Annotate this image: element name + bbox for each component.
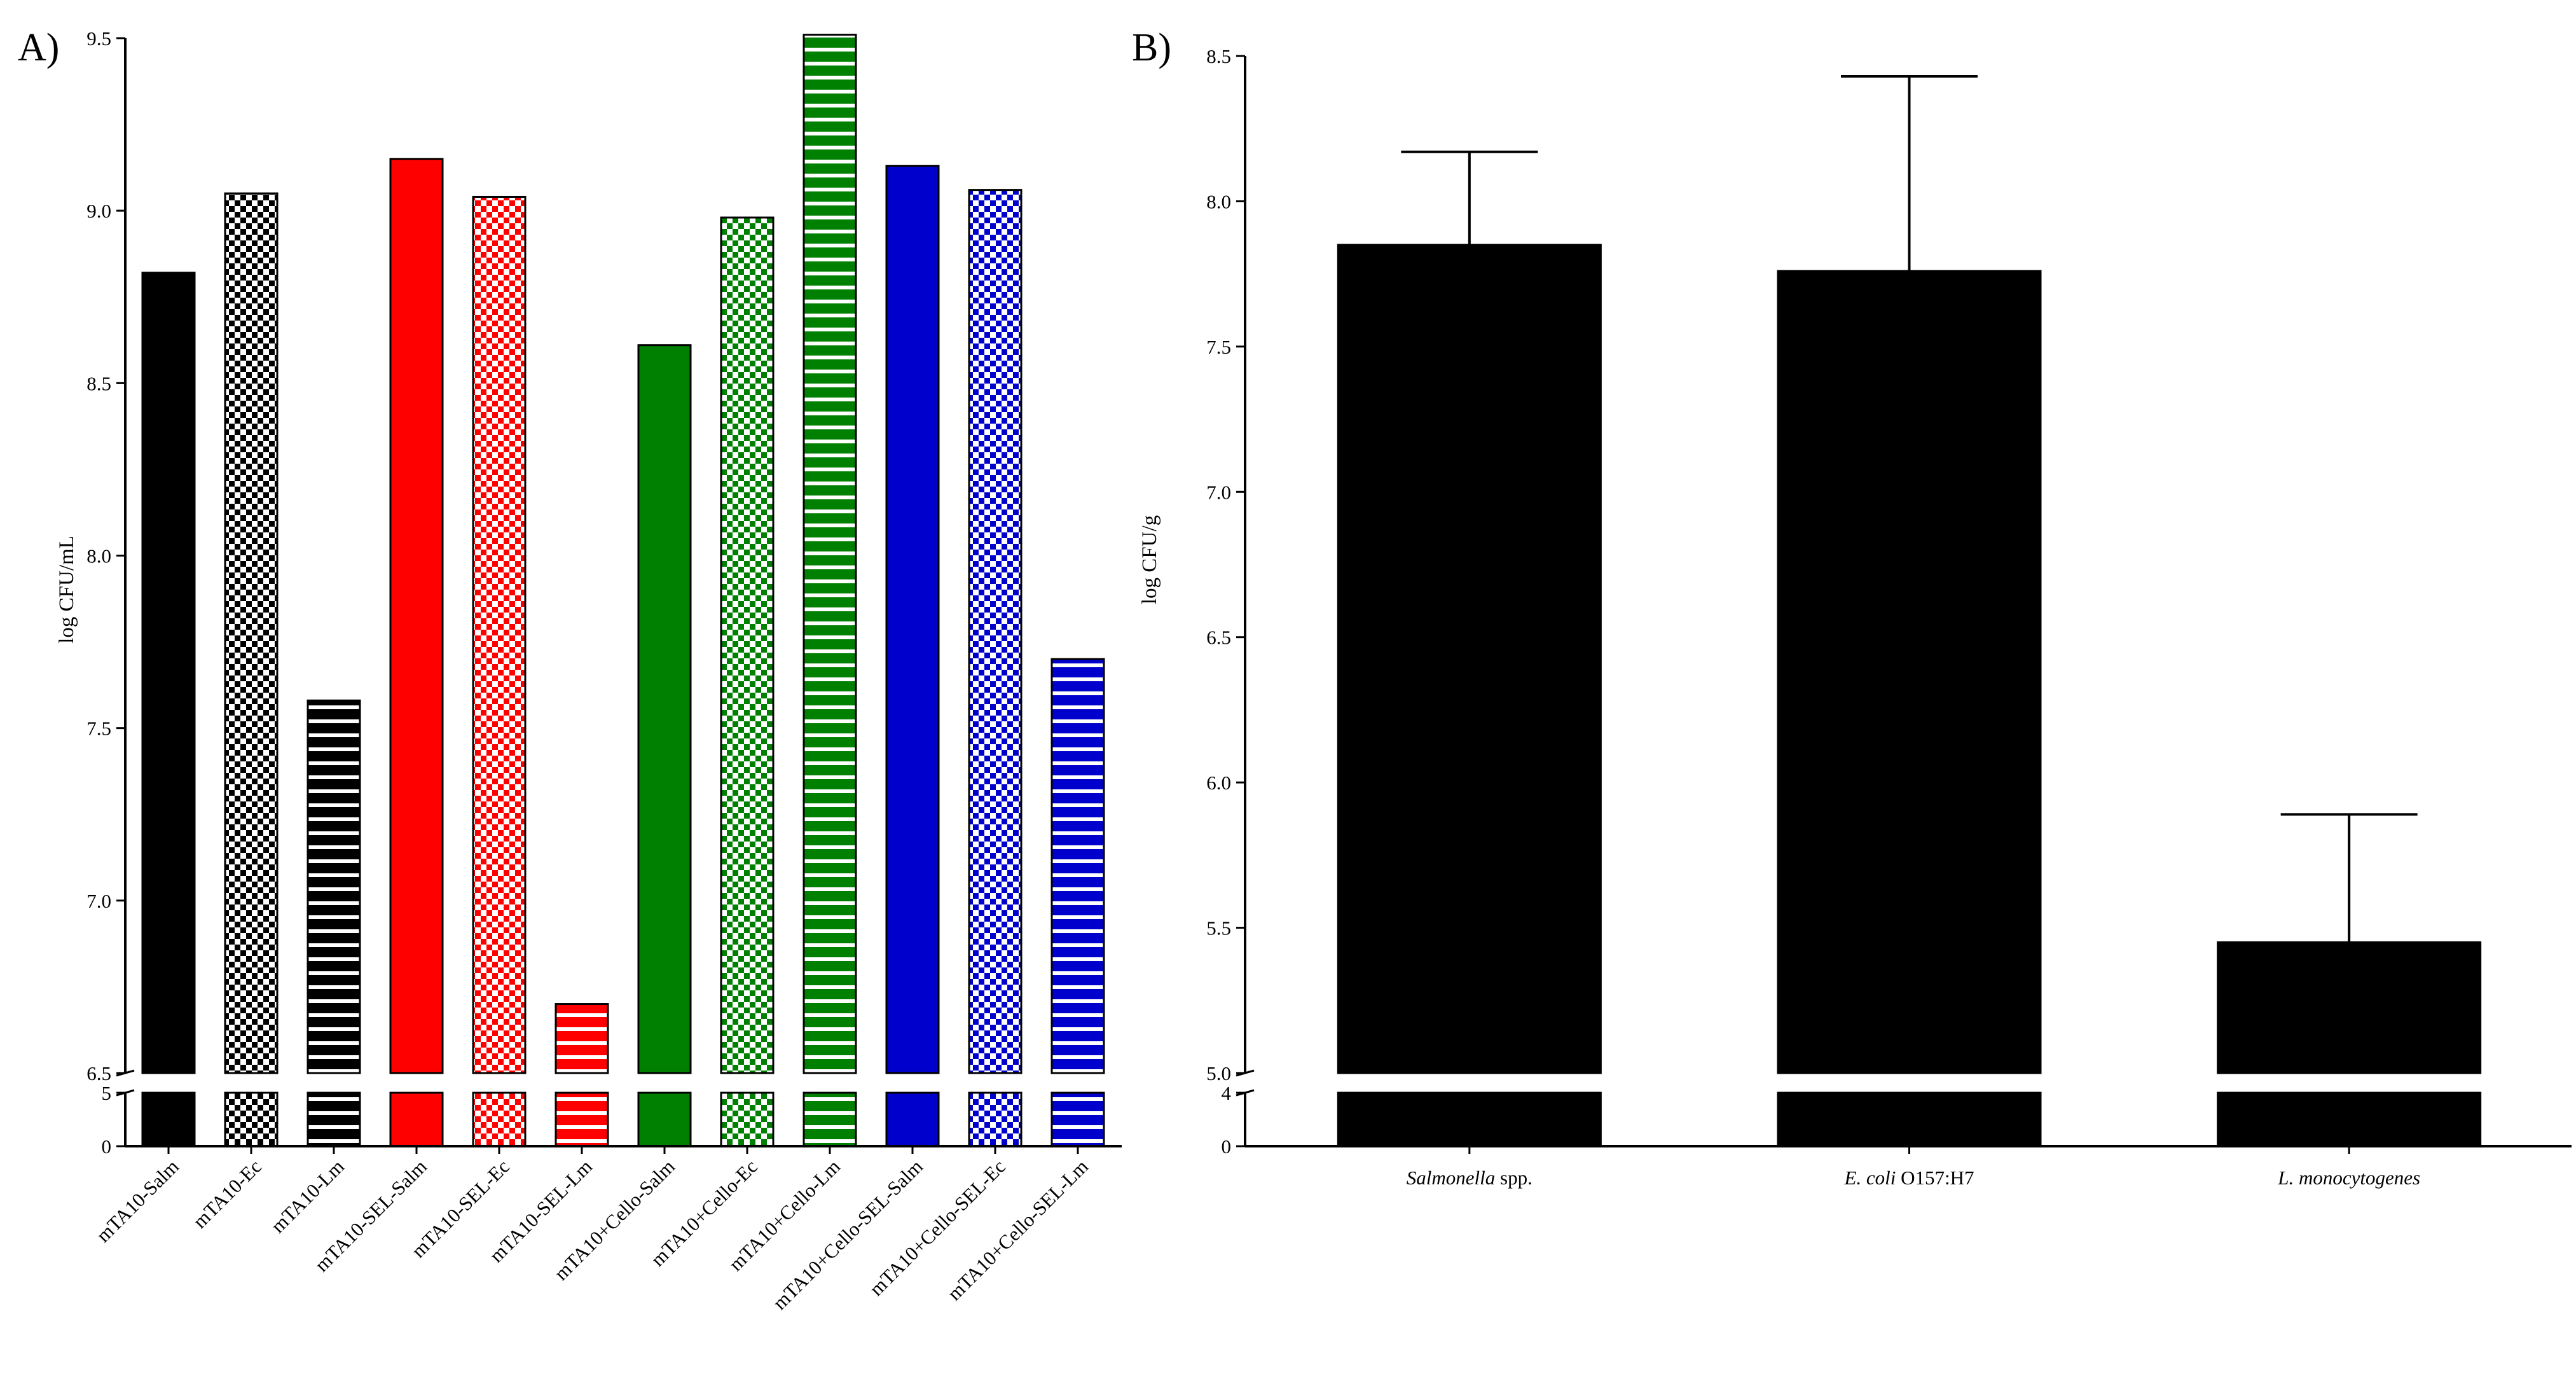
bar-lower-mta10-cello-sel-salm (885, 1091, 940, 1147)
bar-upper-mta10-sel-ec (472, 195, 527, 1074)
y-tick-label: 7.5 (86, 717, 111, 740)
bar-lower-mta10-cello-sel-ec (968, 1091, 1023, 1147)
bar-upper-mta10-sel-salm (389, 158, 444, 1074)
bar-mta10-cello-sel-salm (885, 165, 940, 1147)
y-tick-label: 8.0 (1206, 190, 1231, 212)
y-tick-label: 7.0 (86, 890, 111, 912)
bar-lower-l-monocytogenes (2217, 1091, 2482, 1147)
bar-upper-mta10-cello-salm (637, 344, 692, 1074)
bar-upper-mta10-cello-sel-ec (968, 189, 1023, 1074)
x-tick-label-italic: L. monocytogenes (2277, 1167, 2420, 1189)
bar-e-coli-o157-h7 (1777, 74, 2042, 1147)
x-tick-label-rest: O157:H7 (1896, 1167, 1974, 1189)
y-tick-label: 8.5 (86, 372, 111, 394)
bar-lower-mta10-cello-sel-lm (1050, 1091, 1105, 1147)
bar-upper-mta10-cello-ec (720, 216, 775, 1074)
bar-salmonella-spp (1337, 150, 1602, 1147)
x-tick-label-rest: spp. (1495, 1167, 1533, 1189)
bar-lower-mta10-cello-lm (802, 1091, 857, 1147)
bar-mta10-cello-ec (720, 216, 775, 1147)
bar-upper-mta10-salm (141, 272, 196, 1074)
y-tick-label: 4 (1222, 1082, 1232, 1104)
bar-mta10-sel-ec (472, 195, 527, 1147)
bar-lower-mta10-cello-salm (637, 1091, 692, 1147)
bar-lower-mta10-ec (224, 1091, 279, 1147)
bar-mta10-cello-sel-ec (968, 189, 1023, 1147)
bar-lower-mta10-cello-ec (720, 1091, 775, 1147)
x-tick-label-mta10-lm: mTA10-Lm (266, 1155, 348, 1237)
y-tick-label: 5.0 (1206, 1062, 1231, 1084)
bar-mta10-sel-lm (554, 1003, 609, 1147)
bar-upper-e-coli-o157-h7 (1777, 270, 2042, 1074)
bar-lower-mta10-sel-ec (472, 1091, 527, 1147)
y-tick-label: 7.5 (1206, 336, 1231, 358)
bar-mta10-ec (224, 192, 279, 1147)
bar-mta10-salm (141, 272, 196, 1147)
x-tick-label-salmonella-spp: Salmonella spp. (1407, 1167, 1533, 1189)
y-tick-label: 7.0 (1206, 481, 1231, 503)
y-tick-label: 6.5 (1206, 627, 1231, 649)
x-tick-label-mta10-cello-sel-salm: mTA10+Cello-SEL-Salm (768, 1155, 927, 1314)
bar-lower-mta10-sel-salm (389, 1091, 444, 1147)
bar-upper-salmonella-spp (1337, 244, 1602, 1074)
x-tick-label-e-coli-o157-h7: E. coli O157:H7 (1843, 1167, 1974, 1189)
y-tick-label: 9.0 (86, 200, 111, 222)
y-tick-label: 9.5 (86, 27, 111, 50)
y-tick-label: 6.5 (86, 1062, 111, 1084)
x-tick-label-mta10-salm: mTA10-Salm (92, 1155, 183, 1247)
panel-a-chart: A) log CFU/mL 6.5 7.0 7.5 8.0 8.5 9.0 9.5 0 5 mT… (18, 26, 1122, 1314)
x-tick-label-italic: E. coli (1843, 1167, 1896, 1189)
bar-upper-mta10-ec (224, 192, 279, 1074)
bar-lower-e-coli-o157-h7 (1777, 1091, 2042, 1147)
x-tick-label-italic: Salmonella (1407, 1167, 1496, 1189)
panel-b-y-axis-title: log CFU/g (1138, 515, 1161, 604)
x-tick-label-mta10-cello-sel-lm: mTA10+Cello-SEL-Lm (943, 1155, 1092, 1305)
bar-mta10-cello-sel-lm (1050, 658, 1105, 1147)
x-tick-label-mta10-cello-sel-ec: mTA10+Cello-SEL-Ec (865, 1155, 1010, 1300)
bar-upper-mta10-lm (307, 699, 361, 1074)
bar-lower-mta10-salm (141, 1091, 196, 1147)
panel-b-letter: B) (1132, 26, 1171, 69)
y-tick-label: 0 (1222, 1135, 1232, 1158)
bar-upper-mta10-cello-sel-salm (885, 165, 940, 1074)
bar-mta10-lm (307, 699, 361, 1147)
bar-upper-mta10-cello-sel-lm (1050, 658, 1105, 1074)
y-tick-label: 6.0 (1206, 772, 1231, 794)
bar-upper-mta10-cello-lm (802, 34, 857, 1074)
bar-lower-mta10-sel-lm (554, 1091, 609, 1147)
y-tick-label: 8.0 (86, 545, 111, 567)
y-tick-label: 8.5 (1206, 45, 1231, 67)
panel-a-y-axis-title: log CFU/mL (55, 536, 78, 644)
bar-lower-mta10-lm (307, 1091, 361, 1147)
panel-a-letter: A) (18, 26, 59, 69)
bar-mta10-cello-salm (637, 344, 692, 1147)
bar-mta10-sel-salm (389, 158, 444, 1147)
x-tick-label-l-monocytogenes: L. monocytogenes (2277, 1167, 2420, 1189)
y-tick-label: 5.5 (1206, 917, 1231, 939)
bar-upper-mta10-sel-lm (554, 1003, 609, 1074)
bar-l-monocytogenes (2217, 813, 2482, 1147)
x-tick-label-mta10-ec: mTA10-Ec (188, 1155, 266, 1233)
y-tick-label: 5 (102, 1082, 112, 1104)
y-tick-label: 0 (102, 1135, 112, 1158)
bar-upper-l-monocytogenes (2217, 941, 2482, 1074)
bar-lower-salmonella-spp (1337, 1091, 1602, 1147)
panel-b-chart: B) log CFU/g 5.05.56.06.57.07.58.08.504 … (1132, 26, 2572, 1189)
bar-mta10-cello-lm (802, 34, 857, 1147)
